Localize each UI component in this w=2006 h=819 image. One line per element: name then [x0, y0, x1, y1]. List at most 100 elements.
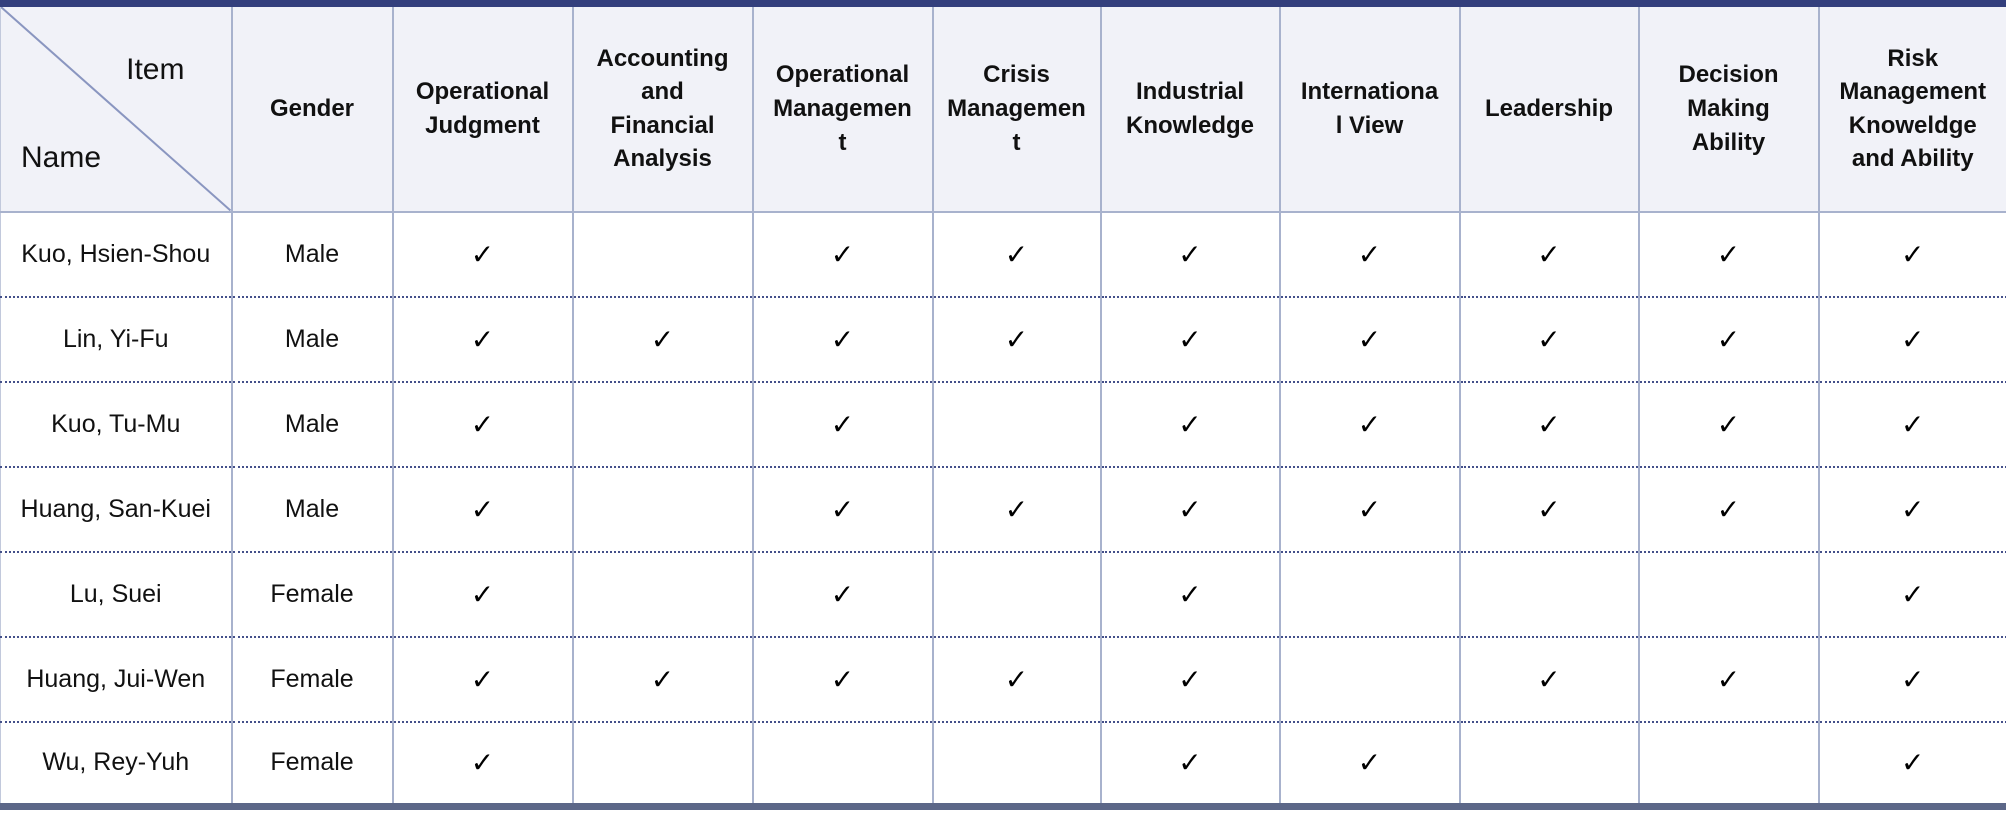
check-cell-empty: [572, 211, 754, 298]
check-cell-checked: ✓: [752, 636, 934, 723]
check-cell-checked: ✓: [392, 636, 574, 723]
check-cell-empty: [572, 721, 754, 807]
check-cell-checked: ✓: [1279, 381, 1461, 468]
check-cell-checked: ✓: [1818, 466, 2006, 553]
check-cell-checked: ✓: [392, 721, 574, 807]
check-cell-checked: ✓: [932, 466, 1102, 553]
table-row: Lin, Yi-Fu Male ✓ ✓ ✓ ✓ ✓ ✓ ✓ ✓ ✓: [0, 296, 2006, 383]
check-cell-empty: [1638, 551, 1820, 638]
check-cell-checked: ✓: [1100, 551, 1281, 638]
column-header-international-view: Internationa l View: [1279, 3, 1461, 213]
check-cell-checked: ✓: [392, 381, 574, 468]
table-body: Kuo, Hsien-Shou Male ✓ ✓ ✓ ✓ ✓ ✓ ✓ ✓ Lin, Yi-Fu Mal…: [0, 211, 2006, 807]
gender-cell: Female: [231, 551, 394, 638]
check-cell-checked: ✓: [932, 211, 1102, 298]
check-cell-checked: ✓: [392, 466, 574, 553]
check-cell-checked: ✓: [1818, 296, 2006, 383]
check-cell-checked: ✓: [932, 636, 1102, 723]
name-cell: Kuo, Tu-Mu: [0, 381, 233, 468]
check-cell-empty: [752, 721, 934, 807]
check-cell-empty: [1638, 721, 1820, 807]
check-cell-checked: ✓: [1100, 721, 1281, 807]
check-cell-checked: ✓: [1459, 466, 1640, 553]
check-cell-checked: ✓: [752, 296, 934, 383]
check-cell-empty: [932, 551, 1102, 638]
name-cell: Lin, Yi-Fu: [0, 296, 233, 383]
check-cell-checked: ✓: [572, 636, 754, 723]
check-cell-empty: [932, 381, 1102, 468]
table-row: Lu, Suei Female ✓ ✓ ✓ ✓: [0, 551, 2006, 638]
table-header: Item Name Gender Operational Judgment Ac…: [0, 3, 2006, 213]
check-cell-checked: ✓: [1638, 381, 1820, 468]
gender-cell: Male: [231, 381, 394, 468]
check-cell-checked: ✓: [1818, 211, 2006, 298]
column-header-risk-management: Risk Management Knoweldge and Ability: [1818, 3, 2006, 213]
column-header-industrial-knowledge: Industrial Knowledge: [1100, 3, 1281, 213]
column-header-crisis-management: Crisis Managemen t: [932, 3, 1102, 213]
check-cell-checked: ✓: [392, 551, 574, 638]
table-row: Huang, Jui-Wen Female ✓ ✓ ✓ ✓ ✓ ✓ ✓ ✓: [0, 636, 2006, 723]
column-header-operational-management: Operational Managemen t: [752, 3, 934, 213]
check-cell-checked: ✓: [392, 211, 574, 298]
diagonal-divider: [1, 7, 231, 211]
check-cell-checked: ✓: [572, 296, 754, 383]
check-cell-checked: ✓: [1638, 636, 1820, 723]
check-cell-checked: ✓: [1459, 296, 1640, 383]
check-cell-checked: ✓: [392, 296, 574, 383]
name-cell: Wu, Rey-Yuh: [0, 721, 233, 807]
check-cell-empty: [1279, 636, 1461, 723]
table-row: Wu, Rey-Yuh Female ✓ ✓ ✓ ✓: [0, 721, 2006, 807]
column-header-decision-making-ability: Decision Making Ability: [1638, 3, 1820, 213]
check-cell-checked: ✓: [1100, 211, 1281, 298]
check-cell-checked: ✓: [1100, 296, 1281, 383]
gender-cell: Female: [231, 636, 394, 723]
check-cell-empty: [1459, 721, 1640, 807]
name-cell: Lu, Suei: [0, 551, 233, 638]
check-cell-checked: ✓: [1459, 381, 1640, 468]
gender-cell: Male: [231, 466, 394, 553]
gender-cell: Male: [231, 296, 394, 383]
gender-cell: Female: [231, 721, 394, 807]
name-cell: Huang, Jui-Wen: [0, 636, 233, 723]
check-cell-checked: ✓: [752, 551, 934, 638]
corner-item-label: Item: [126, 53, 185, 86]
table-row: Kuo, Tu-Mu Male ✓ ✓ ✓ ✓ ✓ ✓ ✓: [0, 381, 2006, 468]
table-row: Huang, San-Kuei Male ✓ ✓ ✓ ✓ ✓ ✓ ✓ ✓: [0, 466, 2006, 553]
check-cell-empty: [1279, 551, 1461, 638]
name-cell: Kuo, Hsien-Shou: [0, 211, 233, 298]
check-cell-checked: ✓: [1638, 296, 1820, 383]
corner-name-label: Name: [21, 140, 102, 174]
check-cell-empty: [572, 551, 754, 638]
gender-cell: Male: [231, 211, 394, 298]
table-row: Kuo, Hsien-Shou Male ✓ ✓ ✓ ✓ ✓ ✓ ✓ ✓: [0, 211, 2006, 298]
check-cell-checked: ✓: [752, 466, 934, 553]
check-cell-checked: ✓: [1818, 551, 2006, 638]
check-cell-checked: ✓: [1459, 636, 1640, 723]
check-cell-empty: [932, 721, 1102, 807]
check-cell-checked: ✓: [1638, 466, 1820, 553]
corner-header-cell: Item Name: [0, 3, 233, 213]
column-header-operational-judgment: Operational Judgment: [392, 3, 574, 213]
check-cell-checked: ✓: [1100, 466, 1281, 553]
check-cell-checked: ✓: [1459, 211, 1640, 298]
check-cell-empty: [572, 381, 754, 468]
check-cell-checked: ✓: [1818, 381, 2006, 468]
check-cell-checked: ✓: [1818, 721, 2006, 807]
check-cell-checked: ✓: [1100, 381, 1281, 468]
check-cell-checked: ✓: [1279, 296, 1461, 383]
check-cell-checked: ✓: [1638, 211, 1820, 298]
check-cell-checked: ✓: [1100, 636, 1281, 723]
check-cell-checked: ✓: [1279, 211, 1461, 298]
check-cell-empty: [572, 466, 754, 553]
column-header-leadership: Leadership: [1459, 3, 1640, 213]
check-cell-checked: ✓: [1279, 466, 1461, 553]
check-cell-checked: ✓: [1818, 636, 2006, 723]
check-cell-empty: [1459, 551, 1640, 638]
column-header-gender: Gender: [231, 3, 394, 213]
column-header-accounting-financial-analysis: Accounting and Financial Analysis: [572, 3, 754, 213]
check-cell-checked: ✓: [1279, 721, 1461, 807]
name-cell: Huang, San-Kuei: [0, 466, 233, 553]
check-cell-checked: ✓: [752, 381, 934, 468]
